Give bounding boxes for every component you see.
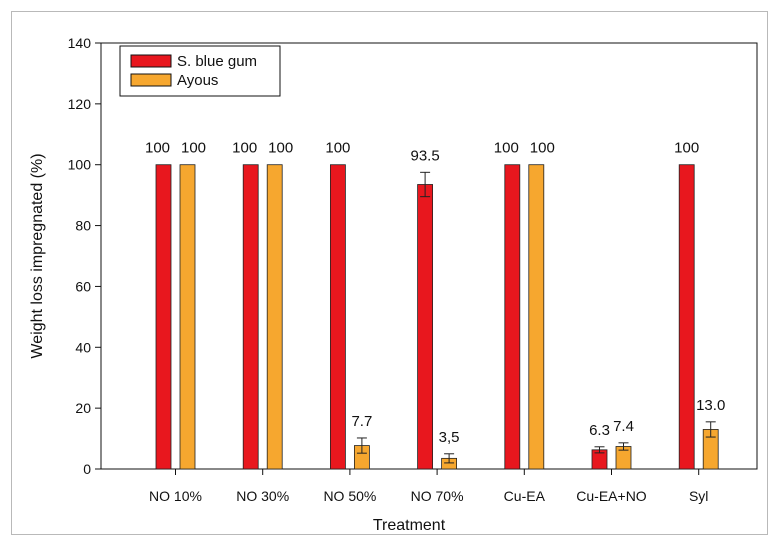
legend-label-s-blue-gum: S. blue gum [177, 53, 257, 70]
data-label: 100 [530, 140, 555, 157]
data-label: 3,5 [439, 429, 460, 446]
bar-s-blue-gum [242, 164, 259, 470]
y-tick-label: 20 [75, 400, 91, 416]
x-tick-label: NO 50% [323, 488, 376, 504]
x-tick-label: NO 70% [411, 488, 464, 504]
x-tick-label: Syl [689, 488, 708, 504]
x-tick-label: Cu-EA+NO [576, 488, 647, 504]
y-tick-label: 80 [75, 218, 91, 234]
y-tick-label: 60 [75, 278, 91, 294]
data-label: 7.4 [613, 418, 634, 435]
bar-s-blue-gum [417, 184, 434, 470]
x-tick-label: NO 10% [149, 488, 202, 504]
legend-label-ayous: Ayous [177, 72, 218, 89]
data-label: 100 [181, 140, 206, 157]
data-label: 100 [325, 140, 350, 157]
data-label: 93.5 [410, 147, 439, 164]
data-label: 100 [268, 140, 293, 157]
data-label: 6.3 [589, 422, 610, 439]
data-label: 7.7 [351, 413, 372, 430]
bar-ayous [179, 164, 196, 470]
x-tick-label: Cu-EA [504, 488, 546, 504]
legend-swatch-ayous [130, 73, 172, 87]
y-tick-label: 40 [75, 339, 91, 355]
x-axis-label: Treatment [373, 517, 446, 534]
data-label: 100 [232, 140, 257, 157]
legend-box [119, 45, 281, 97]
y-tick-label: 0 [83, 461, 91, 477]
data-label: 100 [674, 140, 699, 157]
bar-s-blue-gum [155, 164, 172, 470]
bar-s-blue-gum [678, 164, 695, 470]
legend-swatch-s-blue-gum [130, 54, 172, 68]
bar-ayous [528, 164, 545, 470]
y-tick-label: 140 [68, 35, 92, 51]
bar-s-blue-gum [504, 164, 521, 470]
bar-s-blue-gum [329, 164, 346, 470]
legend: S. blue gum Ayous [119, 45, 281, 97]
x-tick-label: NO 30% [236, 488, 289, 504]
data-label: 100 [494, 140, 519, 157]
data-label: 100 [145, 140, 170, 157]
data-label: 13.0 [696, 397, 725, 414]
y-tick-label: 100 [68, 157, 92, 173]
y-tick-label: 120 [68, 96, 92, 112]
bar-ayous [266, 164, 283, 470]
figure-frame [11, 11, 768, 535]
y-axis-label: Weight loss impregnated (%) [29, 153, 46, 358]
